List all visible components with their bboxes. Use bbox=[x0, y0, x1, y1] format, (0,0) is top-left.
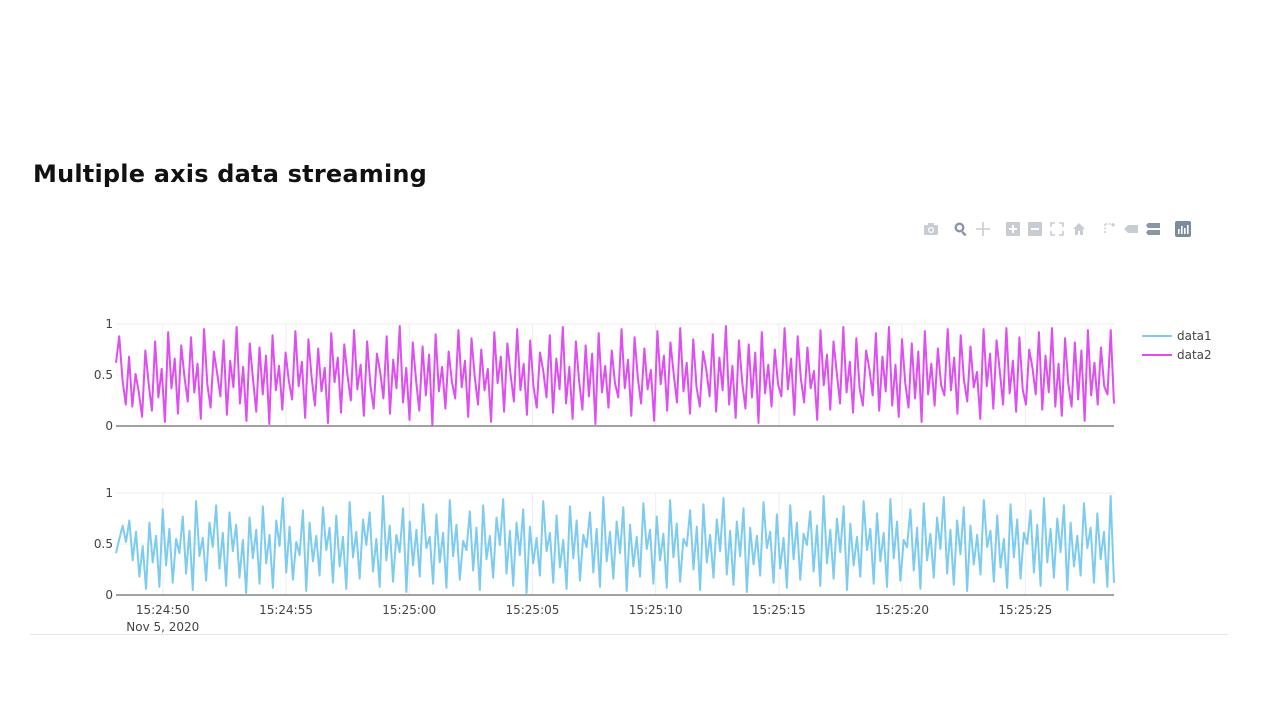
y-tick-label: 0.5 bbox=[94, 368, 113, 382]
hover-closest-icon[interactable] bbox=[1120, 218, 1142, 240]
series-line-data2 bbox=[115, 325, 1115, 426]
zoom-out-icon[interactable] bbox=[1024, 218, 1046, 240]
plotly-logo-icon[interactable] bbox=[1172, 218, 1194, 240]
reset-axes-icon[interactable] bbox=[1068, 218, 1090, 240]
x-tick-label: 15:25:00 bbox=[382, 603, 436, 617]
x-tick-label: 15:25:05 bbox=[505, 603, 559, 617]
series-line-data1 bbox=[115, 495, 1115, 594]
x-tick-label: 15:25:25 bbox=[998, 603, 1052, 617]
y-tick-label: 0.5 bbox=[94, 537, 113, 551]
divider bbox=[30, 634, 1228, 635]
y-tick-label: 1 bbox=[105, 486, 113, 500]
pan-icon[interactable] bbox=[972, 218, 994, 240]
camera-icon[interactable] bbox=[920, 218, 942, 240]
x-tick-label: 15:25:20 bbox=[875, 603, 929, 617]
zoom-icon[interactable] bbox=[950, 218, 972, 240]
x-axis: 15:24:50 Nov 5, 2020 15:24:55 15:25:00 15:25… bbox=[126, 603, 1052, 634]
subplot-data1: 00.51 bbox=[94, 486, 1115, 602]
legend: data1 data2 bbox=[1142, 329, 1212, 362]
plot-modebar bbox=[920, 218, 1194, 240]
x-date-label: Nov 5, 2020 bbox=[126, 620, 199, 634]
autoscale-icon[interactable] bbox=[1046, 218, 1068, 240]
x-tick-label: 15:25:10 bbox=[629, 603, 683, 617]
x-tick-label: 15:24:50 bbox=[136, 603, 190, 617]
subplot-data2: 00.51 bbox=[94, 317, 1115, 433]
spike-lines-icon[interactable] bbox=[1098, 218, 1120, 240]
hover-compare-icon[interactable] bbox=[1142, 218, 1164, 240]
legend-label-data2: data2 bbox=[1177, 348, 1212, 362]
zoom-in-icon[interactable] bbox=[1002, 218, 1024, 240]
page-title: Multiple axis data streaming bbox=[33, 160, 428, 188]
legend-label-data1: data1 bbox=[1177, 329, 1212, 343]
y-tick-label: 1 bbox=[105, 317, 113, 331]
x-tick-label: 15:24:55 bbox=[259, 603, 313, 617]
x-tick-label: 15:25:15 bbox=[752, 603, 806, 617]
y-tick-label: 0 bbox=[105, 588, 113, 602]
y-tick-label: 0 bbox=[105, 419, 113, 433]
